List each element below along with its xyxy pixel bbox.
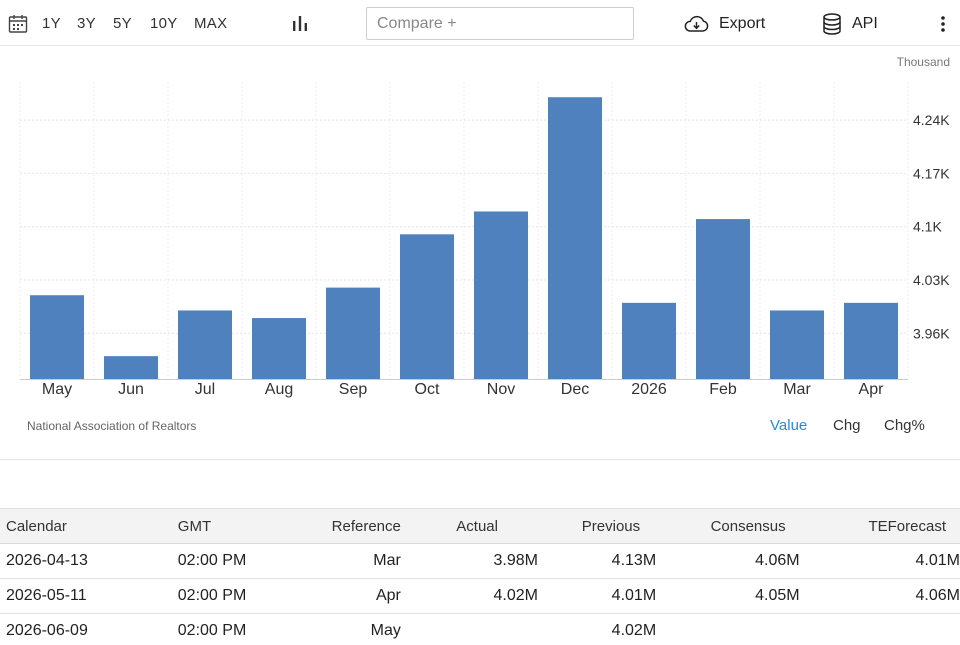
x-tick-label: Apr bbox=[859, 381, 885, 398]
cell-previous: 4.01M bbox=[538, 578, 657, 614]
cell-previous: 4.02M bbox=[538, 613, 657, 645]
bar bbox=[177, 310, 233, 379]
bar bbox=[251, 318, 307, 379]
bar bbox=[29, 295, 85, 379]
cell-consensus: 4.06M bbox=[656, 543, 800, 579]
x-tick-label: Nov bbox=[487, 381, 515, 398]
table-row: 2026-06-09 02:00 PM May 4.02M bbox=[0, 613, 960, 645]
range-10y-button[interactable]: 10Y bbox=[150, 15, 178, 32]
cell-gmt: 02:00 PM bbox=[168, 613, 306, 645]
cell-actual: 4.02M bbox=[400, 578, 538, 614]
cell-date: 2026-04-13 bbox=[0, 543, 169, 579]
x-tick-label: May bbox=[42, 381, 72, 398]
header-gmt: GMT bbox=[168, 508, 306, 544]
vertical-ellipsis-icon[interactable] bbox=[935, 14, 951, 34]
chart-toolbar: 1Y 3Y 5Y 10Y MAX Export API bbox=[0, 0, 960, 46]
y-tick-label: 4.03K bbox=[913, 272, 950, 288]
cell-gmt: 02:00 PM bbox=[168, 578, 306, 614]
cell-actual bbox=[400, 613, 538, 645]
header-teforecast: TEForecast bbox=[799, 508, 960, 544]
range-max-button[interactable]: MAX bbox=[194, 15, 228, 32]
export-button[interactable]: Export bbox=[684, 12, 765, 36]
cell-date: 2026-05-11 bbox=[0, 578, 169, 614]
bar-chart-icon[interactable] bbox=[291, 14, 309, 32]
bar bbox=[547, 97, 603, 379]
x-tick-label: Oct bbox=[415, 381, 440, 398]
bar bbox=[621, 302, 677, 379]
range-1y-button[interactable]: 1Y bbox=[42, 15, 61, 32]
y-tick-label: 4.1K bbox=[913, 219, 942, 235]
bar bbox=[399, 234, 455, 379]
header-actual: Actual bbox=[400, 508, 538, 544]
cell-previous: 4.13M bbox=[538, 543, 657, 579]
bar bbox=[473, 211, 529, 379]
y-tick-label: 4.17K bbox=[913, 165, 950, 181]
x-tick-label: 2026 bbox=[631, 381, 667, 398]
bar bbox=[103, 356, 159, 379]
cell-teforecast bbox=[799, 613, 960, 645]
table-row: 2026-05-11 02:00 PM Apr 4.02M 4.01M 4.05… bbox=[0, 578, 960, 614]
x-tick-label: Sep bbox=[339, 381, 368, 398]
cell-consensus bbox=[656, 613, 800, 645]
bar bbox=[769, 310, 825, 379]
header-previous: Previous bbox=[538, 508, 657, 544]
bar bbox=[325, 287, 381, 379]
range-3y-button[interactable]: 3Y bbox=[77, 15, 96, 32]
table-row: 2026-04-13 02:00 PM Mar 3.98M 4.13M 4.06… bbox=[0, 543, 960, 579]
header-consensus: Consensus bbox=[656, 508, 800, 544]
calendar-icon[interactable] bbox=[8, 14, 28, 34]
database-icon bbox=[823, 13, 841, 35]
y-tick-label: 3.96K bbox=[913, 325, 950, 341]
cell-teforecast: 4.01M bbox=[799, 543, 960, 579]
cell-reference: May bbox=[305, 613, 401, 645]
chart-unit-label: Thousand bbox=[896, 55, 950, 69]
y-tick-label: 4.24K bbox=[913, 112, 950, 128]
cell-gmt: 02:00 PM bbox=[168, 543, 306, 579]
toggle-chg-pct[interactable]: Chg% bbox=[884, 417, 925, 434]
cell-reference: Apr bbox=[305, 578, 401, 614]
toggle-value[interactable]: Value bbox=[770, 417, 808, 434]
cell-teforecast: 4.06M bbox=[799, 578, 960, 614]
bar-chart: 3.96K 4.03K 4.1K 4.17K 4.24K May Jun Jul Aug Sep O… bbox=[19, 82, 950, 398]
x-tick-label: Jul bbox=[195, 381, 215, 398]
x-tick-label: Aug bbox=[265, 381, 293, 398]
compare-input[interactable] bbox=[366, 7, 634, 40]
api-button[interactable]: API bbox=[822, 12, 878, 36]
cell-reference: Mar bbox=[305, 543, 401, 579]
cell-date: 2026-06-09 bbox=[0, 613, 169, 645]
toggle-chg[interactable]: Chg bbox=[833, 417, 861, 434]
calendar-table: Calendar GMT Reference Actual Previous C… bbox=[0, 508, 960, 645]
cell-consensus: 4.05M bbox=[656, 578, 800, 614]
range-5y-button[interactable]: 5Y bbox=[113, 15, 132, 32]
cell-actual: 3.98M bbox=[400, 543, 538, 579]
export-label: Export bbox=[719, 15, 766, 32]
api-label: API bbox=[852, 15, 878, 32]
x-tick-label: Dec bbox=[561, 381, 589, 398]
x-tick-label: Jun bbox=[118, 381, 144, 398]
header-reference: Reference bbox=[305, 508, 401, 544]
bar bbox=[843, 302, 899, 379]
x-tick-label: Feb bbox=[709, 381, 737, 398]
cloud-download-icon bbox=[684, 15, 709, 32]
header-calendar: Calendar bbox=[0, 508, 169, 544]
bar bbox=[695, 219, 751, 379]
calendar-header-row: Calendar GMT Reference Actual Previous C… bbox=[0, 508, 960, 544]
chart-source: National Association of Realtors bbox=[27, 419, 197, 433]
section-divider bbox=[0, 459, 960, 460]
x-tick-label: Mar bbox=[783, 381, 811, 398]
